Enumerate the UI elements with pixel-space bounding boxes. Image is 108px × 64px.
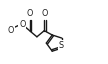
Text: S: S: [59, 41, 64, 50]
Text: O: O: [19, 20, 25, 29]
Text: O: O: [41, 9, 47, 18]
Text: O: O: [26, 9, 33, 18]
Text: O: O: [8, 26, 14, 35]
